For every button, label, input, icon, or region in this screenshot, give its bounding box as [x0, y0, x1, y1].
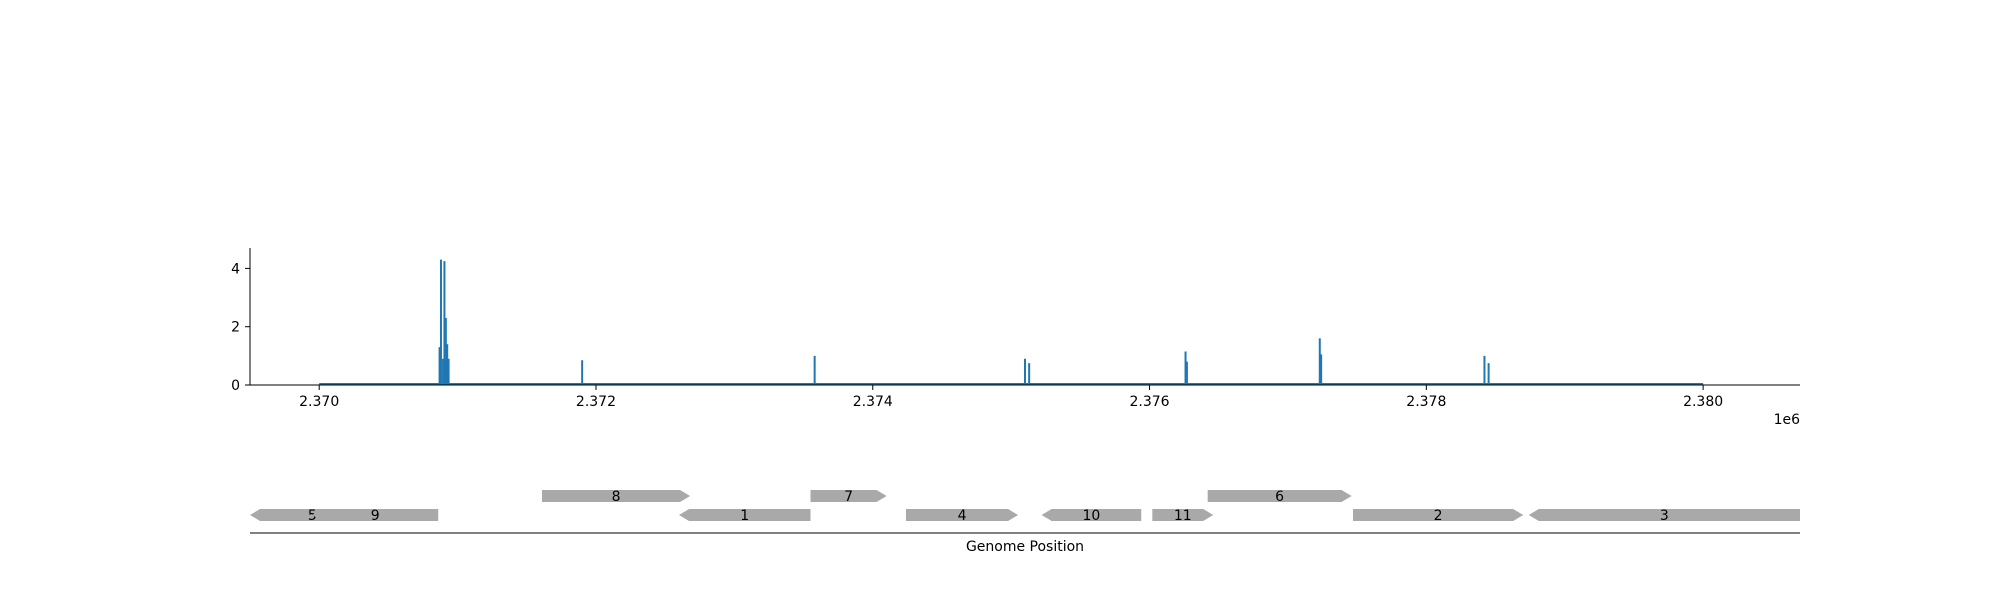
gene-label: 2 [1434, 508, 1443, 524]
gene-arrows: 5 9 8 1 7 4 10 11 6 2 3 [250, 489, 1800, 524]
x-tick-label: 2.374 [853, 394, 893, 410]
gene-label: 10 [1083, 508, 1101, 524]
gene-track-xlabel: Genome Position [966, 539, 1084, 555]
x-tick-label: 2.370 [299, 394, 339, 410]
y-tick-label: 2 [231, 320, 240, 336]
gene-label: 3 [1660, 508, 1669, 524]
x-tick-label: 2.380 [1683, 394, 1723, 410]
gene-label: 7 [844, 489, 853, 505]
y-tick-label: 0 [231, 378, 240, 394]
gene-label: 8 [612, 489, 621, 505]
y-tick-label: 4 [231, 261, 240, 277]
gene-arrow [312, 509, 439, 521]
gene-arrow [1041, 509, 1142, 521]
gene-arrow [1152, 509, 1214, 521]
gene-label: 11 [1174, 508, 1192, 524]
gene-label: 6 [1275, 489, 1284, 505]
gene-arrow [1528, 509, 1800, 521]
gene-label: 9 [371, 508, 380, 524]
x-tick-label: 2.376 [1130, 394, 1170, 410]
gene-arrow [810, 490, 887, 502]
gene-arrow [679, 509, 811, 521]
gene-track: 5 9 8 1 7 4 10 11 6 2 3 Genome Position [250, 489, 1800, 555]
coverage-plot: 2.370 2.372 2.374 2.376 2.378 2.380 0 2 4 1e6 [231, 248, 1800, 428]
gene-label: 5 [308, 508, 317, 524]
gene-label: 1 [740, 508, 749, 524]
gene-arrow [905, 509, 1019, 521]
gene-arrow [1207, 490, 1352, 502]
x-offset-label: 1e6 [1774, 412, 1801, 428]
gene-label: 4 [958, 508, 967, 524]
coverage-x-ticks: 2.370 2.372 2.374 2.376 2.378 2.380 [299, 385, 1723, 410]
coverage-series [319, 259, 1704, 385]
gene-arrow [1352, 509, 1524, 521]
x-tick-label: 2.378 [1406, 394, 1446, 410]
gene-arrow [542, 490, 691, 502]
coverage-y-ticks: 0 2 4 [231, 261, 250, 394]
x-tick-label: 2.372 [576, 394, 616, 410]
